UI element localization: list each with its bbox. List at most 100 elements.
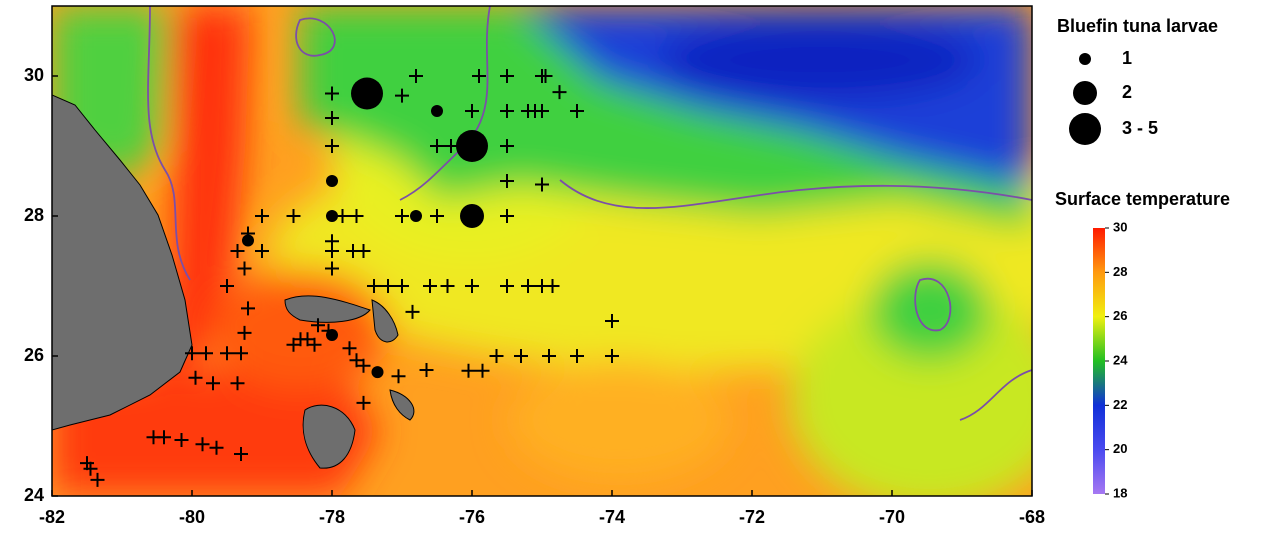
station xyxy=(325,139,339,153)
station xyxy=(570,104,584,118)
colorbar-tick-label: 30 xyxy=(1113,219,1127,234)
larvae-point xyxy=(410,210,422,222)
colorbar-tick-label: 28 xyxy=(1113,264,1127,279)
larvae-point xyxy=(242,234,254,247)
station xyxy=(195,437,210,452)
station xyxy=(395,88,409,103)
station xyxy=(325,111,339,125)
legend-label: 2 xyxy=(1122,82,1132,102)
station xyxy=(465,104,479,118)
x-tick-label: -76 xyxy=(459,507,485,527)
y-tick-label: 24 xyxy=(24,485,44,505)
station xyxy=(461,363,476,378)
larvae-point xyxy=(431,105,443,117)
colorbar-tick-label: 26 xyxy=(1113,308,1127,323)
larvae-point xyxy=(456,130,488,162)
station xyxy=(234,346,248,361)
larvae-point xyxy=(371,366,384,379)
station xyxy=(430,139,444,153)
station xyxy=(535,104,549,118)
station xyxy=(395,209,409,223)
station xyxy=(605,314,619,328)
station xyxy=(220,346,234,361)
station xyxy=(409,69,423,83)
colorbar-tick-label: 20 xyxy=(1113,441,1127,456)
station xyxy=(500,139,514,153)
station xyxy=(430,209,444,223)
station xyxy=(542,349,556,363)
station xyxy=(570,349,584,363)
station xyxy=(419,363,434,377)
station xyxy=(500,104,514,118)
station xyxy=(395,279,409,293)
station xyxy=(230,376,245,391)
larvae-point xyxy=(326,175,338,187)
x-tick-label: -72 xyxy=(739,507,765,527)
station xyxy=(440,279,455,293)
station xyxy=(472,69,486,83)
station xyxy=(349,209,364,223)
station xyxy=(255,244,269,258)
y-tick-label: 30 xyxy=(24,65,44,85)
station xyxy=(185,346,199,361)
station xyxy=(342,341,357,356)
station xyxy=(325,261,339,276)
legend-symbol xyxy=(1079,53,1091,65)
station xyxy=(514,349,528,363)
x-tick-label: -68 xyxy=(1019,507,1045,527)
station xyxy=(521,279,535,293)
station xyxy=(237,325,252,340)
station xyxy=(465,279,479,293)
larvae-point xyxy=(326,329,338,341)
larvae-legend-title: Bluefin tuna larvae xyxy=(1057,16,1218,36)
station xyxy=(241,301,255,316)
station xyxy=(83,461,98,476)
station xyxy=(307,337,322,352)
marks xyxy=(80,69,619,487)
station xyxy=(220,279,234,293)
station xyxy=(237,261,252,276)
station xyxy=(157,430,171,445)
y-tick-label: 26 xyxy=(24,345,44,365)
station xyxy=(356,244,371,258)
station xyxy=(500,209,514,223)
larvae-point xyxy=(351,77,383,110)
station xyxy=(230,244,245,258)
legend-symbol xyxy=(1069,113,1101,145)
station xyxy=(444,139,458,153)
larvae-point xyxy=(326,210,338,222)
station xyxy=(475,363,490,378)
station xyxy=(286,209,301,223)
station xyxy=(423,279,437,293)
land xyxy=(52,94,415,469)
station xyxy=(188,370,203,385)
station xyxy=(286,337,301,352)
station xyxy=(500,279,514,293)
station xyxy=(381,279,395,293)
station xyxy=(325,86,339,101)
station xyxy=(209,440,224,455)
station xyxy=(356,358,371,373)
legend-label: 3 - 5 xyxy=(1122,118,1158,138)
colorbar-tick-label: 22 xyxy=(1113,397,1127,412)
station xyxy=(255,209,269,223)
x-tick-label: -82 xyxy=(39,507,65,527)
station xyxy=(538,69,553,83)
station xyxy=(605,349,619,363)
sst-field xyxy=(52,6,1032,496)
colorbar-tick-label: 24 xyxy=(1113,352,1128,367)
larvae-point xyxy=(460,204,484,228)
station xyxy=(500,69,514,83)
station xyxy=(405,304,420,319)
station xyxy=(356,395,371,410)
legend-symbol xyxy=(1073,81,1097,105)
station xyxy=(367,279,381,293)
legend-label: 1 xyxy=(1122,48,1132,68)
station xyxy=(311,318,325,333)
colorbar xyxy=(1093,228,1105,494)
colorbar-tick-label: 18 xyxy=(1113,485,1127,500)
station xyxy=(545,279,560,293)
station xyxy=(90,472,105,487)
station xyxy=(206,376,220,391)
